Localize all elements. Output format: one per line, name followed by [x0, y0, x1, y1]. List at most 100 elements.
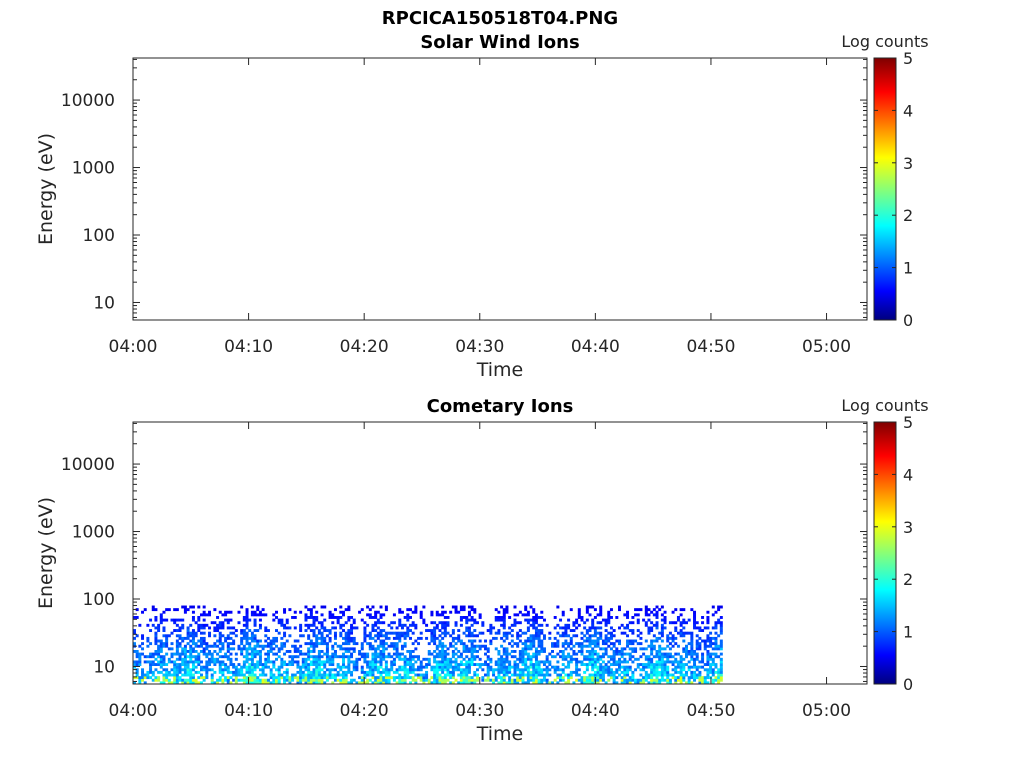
- spectrogram-cell: [328, 616, 332, 619]
- spectrogram-cell: [213, 681, 217, 685]
- spectrogram-cell: [652, 655, 656, 659]
- spectrogram-cell: [266, 650, 270, 653]
- spectrogram-cell: [315, 610, 319, 614]
- spectrogram-cell: [714, 631, 718, 635]
- spectrogram-cell: [446, 663, 450, 666]
- spectrogram-cell: [221, 626, 225, 630]
- spectrogram-cell: [216, 623, 220, 627]
- spectrogram-cell: [690, 631, 694, 635]
- spectrogram-cell: [333, 673, 337, 677]
- spectrogram-cell: [216, 652, 220, 656]
- spectrogram-cell: [162, 681, 166, 685]
- spectrogram-cell: [384, 647, 388, 651]
- spectrogram-cell: [256, 660, 260, 664]
- spectrogram-cell: [202, 618, 206, 622]
- spectrogram-cell: [433, 668, 437, 672]
- spectrogram-cell: [382, 629, 386, 632]
- spectrogram-cell: [593, 663, 597, 666]
- spectrogram-cell: [266, 678, 270, 682]
- spectrogram-cell: [315, 618, 319, 622]
- spectrogram-cell: [446, 616, 450, 619]
- spectrogram-cell: [191, 678, 195, 682]
- spectrogram-cell: [706, 652, 710, 656]
- spectrogram-cell: [553, 668, 557, 672]
- spectrogram-cell: [497, 663, 501, 666]
- spectrogram-cell: [481, 644, 485, 648]
- spectrogram-cell: [580, 642, 584, 646]
- spectrogram-cell: [328, 610, 332, 614]
- spectrogram-cell: [604, 668, 608, 672]
- spectrogram-cell: [542, 647, 546, 651]
- spectrogram-cell: [438, 650, 442, 653]
- spectrogram-cell: [317, 642, 321, 646]
- spectrogram-cell: [202, 647, 206, 651]
- spectrogram-cell: [502, 621, 506, 625]
- spectrogram-cell: [650, 673, 654, 677]
- spectrogram-cell: [248, 657, 252, 661]
- spectrogram-cell: [596, 676, 600, 680]
- spectrogram-cell: [350, 639, 354, 643]
- spectrogram-cell: [556, 681, 560, 685]
- spectrogram-cell: [510, 678, 514, 682]
- spectrogram-cell: [339, 655, 343, 659]
- spectrogram-cell: [392, 621, 396, 625]
- spectrogram-cell: [374, 660, 378, 664]
- spectrogram-cell: [537, 652, 541, 656]
- spectrogram-cell: [690, 647, 694, 651]
- spectrogram-cell: [224, 663, 228, 666]
- spectrogram-cell: [248, 618, 252, 622]
- spectrogram-cell: [693, 621, 697, 625]
- spectrogram-cell: [234, 670, 238, 674]
- spectrogram-cell: [392, 663, 396, 666]
- spectrogram-cell: [644, 647, 648, 651]
- spectrogram-cell: [355, 665, 359, 669]
- spectrogram-cell: [441, 621, 445, 625]
- spectrogram-cell: [674, 678, 678, 682]
- spectrogram-cell: [374, 655, 378, 659]
- spectrogram-cell: [701, 652, 705, 656]
- spectrogram-cell: [655, 655, 659, 659]
- spectrogram-cell: [425, 665, 429, 669]
- spectrogram-cell: [181, 678, 185, 682]
- spectrogram-cell: [537, 673, 541, 677]
- spectrogram-cell: [248, 647, 252, 651]
- spectrogram-cell: [189, 660, 193, 664]
- spectrogram-cell: [537, 663, 541, 666]
- spectrogram-cell: [133, 676, 136, 680]
- spectrogram-cell: [593, 673, 597, 677]
- spectrogram-cell: [717, 670, 721, 674]
- colorbar-tick-label: 4: [903, 101, 913, 120]
- spectrogram-cell: [368, 613, 372, 617]
- plot-area: [132, 57, 868, 321]
- spectrogram-cell: [213, 650, 217, 653]
- colorbar-tick-label: 1: [903, 623, 913, 642]
- spectrogram-cell: [371, 673, 375, 677]
- spectrogram-cell: [690, 608, 694, 612]
- spectrogram-cell: [406, 650, 410, 653]
- spectrogram-cell: [409, 636, 412, 640]
- spectrogram-cell: [221, 644, 225, 648]
- spectrogram-cell: [189, 681, 193, 685]
- spectrogram-cell: [462, 616, 466, 619]
- spectrogram-cell: [342, 663, 345, 666]
- spectrogram-cell: [181, 663, 185, 666]
- spectrogram-cell: [221, 668, 225, 672]
- spectrogram-cell: [591, 652, 595, 656]
- spectrogram-cell: [234, 676, 238, 680]
- spectrogram-cell: [636, 629, 640, 632]
- spectrogram-cell: [205, 668, 209, 672]
- spectrogram-cell: [601, 665, 605, 669]
- spectrogram-cell: [403, 670, 407, 674]
- spectrogram-cell: [382, 644, 386, 648]
- spectrogram-cell: [320, 605, 324, 609]
- spectrogram-cell: [398, 655, 402, 659]
- spectrogram-cell: [317, 665, 321, 669]
- spectrogram-cell: [328, 657, 332, 661]
- spectrogram-cell: [138, 676, 142, 680]
- spectrogram-cell: [283, 634, 287, 638]
- spectrogram-cell: [454, 636, 458, 640]
- spectrogram-cell: [256, 681, 260, 685]
- spectrogram-cell: [433, 681, 437, 685]
- spectrogram-cell: [194, 650, 198, 653]
- spectrogram-cell: [368, 644, 372, 648]
